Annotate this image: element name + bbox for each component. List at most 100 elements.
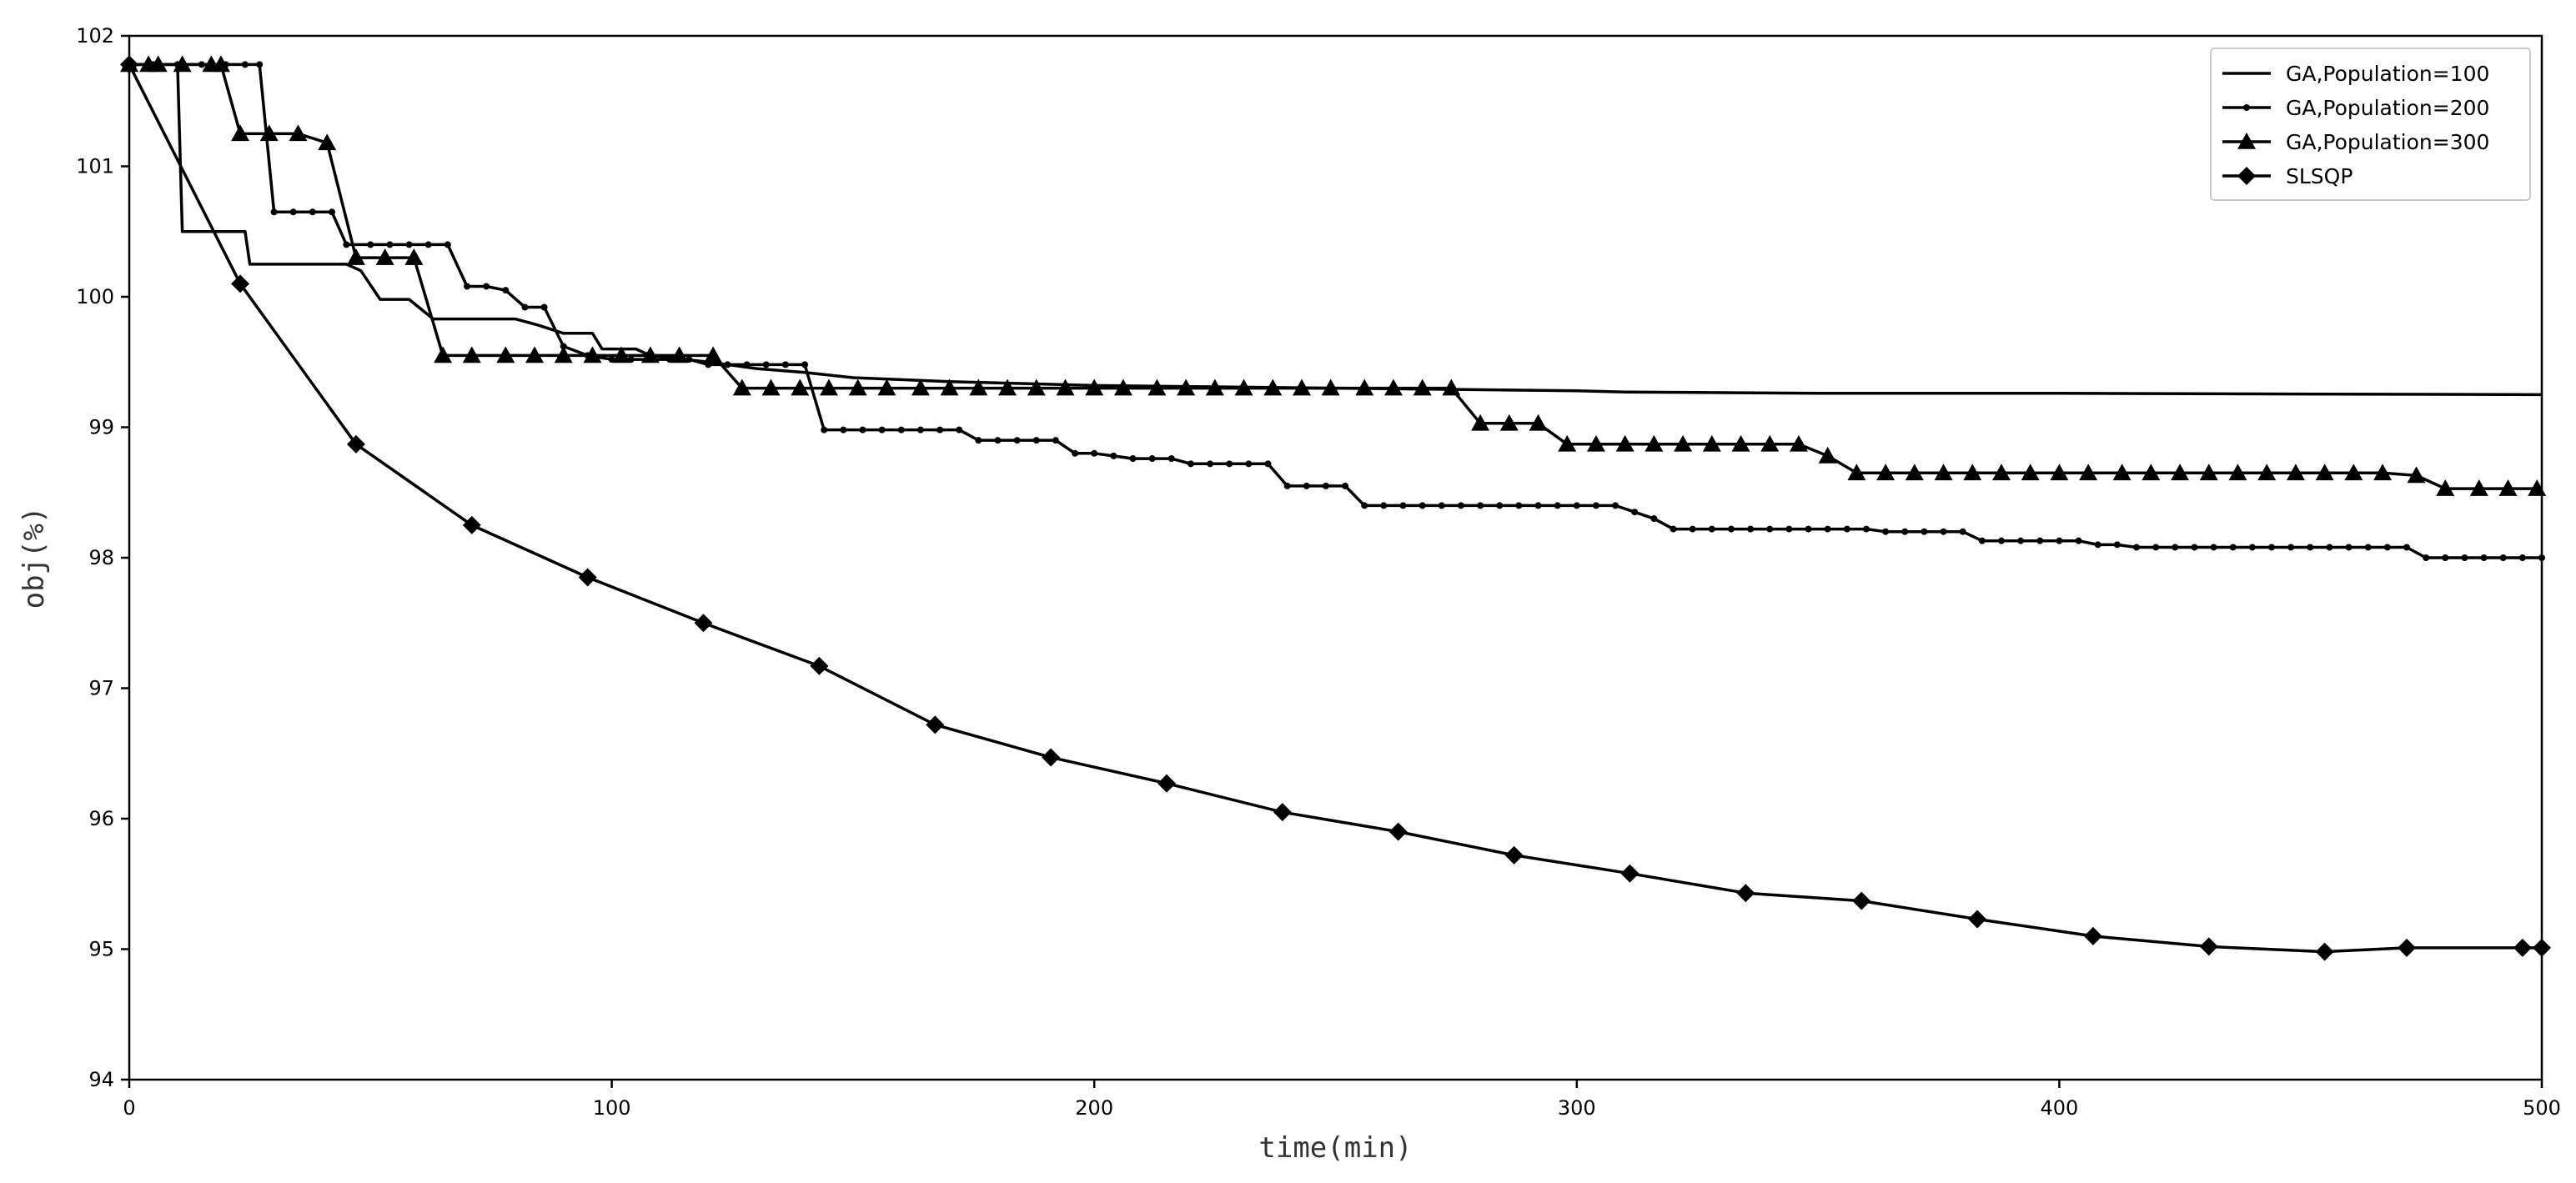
data-point	[2050, 464, 2069, 481]
data-point	[2036, 537, 2044, 544]
data-point	[2113, 541, 2121, 549]
data-point	[1361, 502, 1368, 509]
data-point	[1303, 482, 1310, 489]
data-point	[2079, 464, 2098, 481]
data-point	[1148, 455, 1156, 463]
y-tick-label: 101	[76, 155, 114, 178]
y-axis-title: obj(%)	[18, 507, 51, 609]
data-point	[1413, 378, 1432, 396]
x-tick-label: 200	[1075, 1096, 1113, 1120]
data-point	[346, 434, 365, 454]
data-point	[2267, 544, 2275, 551]
series-2	[126, 61, 2545, 561]
data-point	[502, 287, 510, 294]
data-point	[1901, 528, 1909, 535]
data-point	[1072, 449, 1079, 457]
x-axis: 0 100 200 300 400 500	[123, 1080, 2561, 1120]
data-point	[375, 248, 394, 265]
data-point	[343, 241, 350, 248]
data-point	[1322, 482, 1329, 489]
data-point	[367, 241, 374, 248]
data-point	[2344, 464, 2363, 481]
y-tick-label: 98	[88, 546, 114, 569]
x-axis-title: time(min)	[1258, 1131, 1412, 1165]
data-point	[1805, 525, 1812, 533]
x-tick-label: 400	[2040, 1096, 2078, 1120]
data-point	[464, 283, 471, 290]
data-point	[1631, 509, 1639, 516]
data-point	[1963, 464, 1982, 481]
data-point	[810, 656, 829, 675]
data-point	[2171, 464, 2190, 481]
y-tick-label: 94	[88, 1068, 114, 1091]
data-point	[1882, 528, 1890, 535]
data-point	[1157, 774, 1176, 793]
data-point	[1843, 525, 1850, 533]
data-point	[1620, 864, 1640, 883]
data-point	[2191, 544, 2198, 551]
data-point	[969, 378, 988, 396]
data-point	[975, 437, 982, 444]
data-point	[1612, 502, 1619, 509]
data-point	[1708, 525, 1715, 533]
data-point	[1876, 464, 1896, 481]
y-tick-label: 100	[76, 285, 114, 308]
data-point	[1380, 502, 1388, 509]
data-point	[1968, 910, 1987, 929]
data-point	[1515, 502, 1523, 509]
data-point	[1383, 378, 1403, 396]
legend-marker	[2243, 104, 2250, 111]
data-point	[1529, 414, 1548, 431]
legend: GA,Population=100 GA,Population=200 GA,Pop…	[2210, 48, 2531, 201]
series-4	[120, 55, 2551, 961]
data-point	[1997, 537, 2005, 544]
data-point	[1785, 525, 1793, 533]
data-point	[994, 437, 1002, 444]
data-point	[1645, 434, 1664, 452]
data-point	[694, 614, 713, 633]
data-point	[2132, 544, 2140, 551]
data-point	[819, 378, 838, 396]
data-point	[1727, 525, 1735, 533]
data-point	[1457, 502, 1464, 509]
data-point	[1129, 455, 1137, 463]
data-point	[2229, 544, 2237, 551]
data-point	[2442, 554, 2449, 561]
data-point	[1592, 502, 1599, 509]
data-point	[2469, 479, 2488, 496]
data-point	[2315, 464, 2334, 481]
data-point	[583, 346, 602, 363]
data-point	[1573, 502, 1580, 509]
data-point	[1027, 378, 1046, 396]
data-point	[148, 55, 168, 73]
data-point	[1852, 891, 1871, 910]
data-point	[2199, 937, 2218, 956]
data-point	[2326, 544, 2333, 551]
data-point	[1940, 528, 1947, 535]
data-point	[1978, 537, 1986, 544]
data-point	[762, 361, 770, 368]
data-point	[2513, 938, 2532, 957]
data-point	[554, 346, 573, 363]
data-point	[1670, 525, 1677, 533]
data-point	[1921, 528, 1928, 535]
data-point	[743, 361, 751, 368]
data-point	[848, 378, 867, 396]
y-tick-label: 95	[88, 938, 114, 961]
data-point	[1471, 414, 1490, 431]
data-point	[2407, 466, 2426, 484]
data-point	[2423, 554, 2430, 561]
data-point	[2083, 926, 2102, 945]
data-point	[1355, 378, 1374, 396]
data-point	[2499, 554, 2507, 561]
data-point	[1747, 525, 1755, 533]
data-point	[612, 346, 631, 363]
data-point	[2480, 554, 2488, 561]
data-point	[2094, 541, 2101, 549]
data-point	[259, 124, 279, 142]
data-point	[2021, 464, 2040, 481]
data-point	[781, 361, 789, 368]
data-point	[1442, 378, 1461, 396]
data-point	[2228, 464, 2247, 481]
